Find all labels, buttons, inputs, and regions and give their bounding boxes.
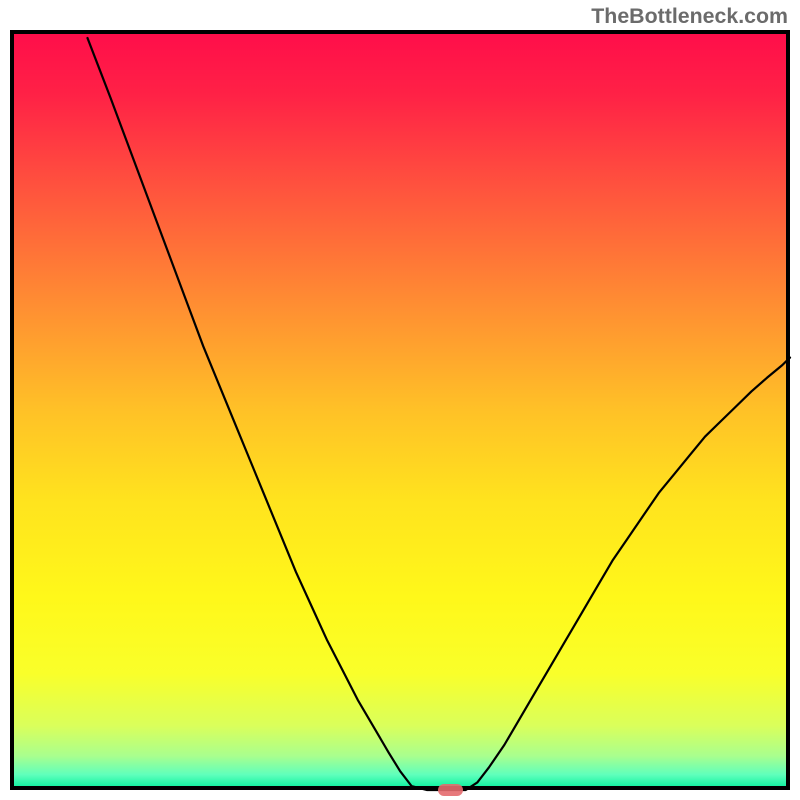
bottleneck-curve (87, 38, 790, 790)
curve-svg (14, 34, 794, 794)
watermark-text: TheBottleneck.com (591, 4, 788, 29)
optimal-marker (438, 784, 463, 796)
plot-area (10, 30, 790, 790)
bottleneck-chart: TheBottleneck.com (0, 0, 800, 800)
